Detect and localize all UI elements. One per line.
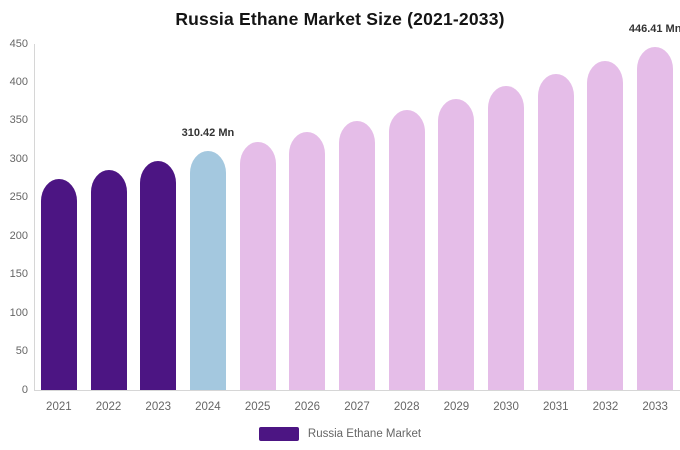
legend-label: Russia Ethane Market	[307, 428, 422, 440]
bar-2028[interactable]	[388, 110, 425, 390]
x-axis-label-2024: 2024	[195, 401, 221, 413]
x-axis-line	[34, 390, 680, 391]
x-axis-label-2025: 2025	[244, 401, 271, 413]
x-axis-label-2026: 2026	[294, 401, 321, 413]
bar-2024[interactable]	[189, 151, 226, 390]
y-axis-label-50: 50	[15, 345, 28, 358]
x-axis-label-2031: 2031	[542, 401, 569, 413]
legend-swatch	[258, 427, 299, 441]
bar-2030[interactable]	[488, 86, 525, 390]
bar-value-label-2024: 310.42 Mn	[181, 127, 235, 140]
y-axis-label-300: 300	[9, 152, 28, 165]
x-axis-label-2033: 2033	[642, 401, 668, 413]
bar-value-label-2033: 446.41 Mn	[628, 22, 680, 35]
x-axis-label-2023: 2023	[145, 401, 172, 413]
x-axis-label-2032: 2032	[592, 401, 619, 413]
bar-2029[interactable]	[438, 98, 475, 390]
y-axis-line	[34, 44, 35, 390]
chart-title: Russia Ethane Market Size (2021-2033)	[175, 9, 505, 29]
y-axis-label-250: 250	[9, 191, 28, 204]
x-axis-label-2021: 2021	[46, 401, 72, 413]
legend[interactable]: Russia Ethane Market	[0, 425, 680, 443]
bar-2031[interactable]	[537, 73, 574, 390]
bar-2032[interactable]	[587, 60, 624, 390]
bar-2026[interactable]	[289, 131, 326, 390]
y-axis-label-100: 100	[9, 306, 28, 319]
bar-2027[interactable]	[339, 120, 375, 390]
y-axis-label-450: 450	[9, 37, 28, 50]
y-axis-label-350: 350	[9, 114, 28, 127]
x-axis-label-2028: 2028	[393, 401, 420, 413]
x-axis-label-2029: 2029	[443, 401, 470, 413]
bar-2022[interactable]	[90, 170, 127, 390]
bar-2025[interactable]	[239, 141, 276, 390]
x-axis-label-2022: 2022	[95, 401, 122, 413]
bar-2023[interactable]	[140, 160, 177, 390]
x-axis-label-2030: 2030	[493, 401, 519, 413]
y-axis-label-200: 200	[9, 229, 28, 242]
y-axis-label-150: 150	[9, 268, 28, 281]
x-axis-label-2027: 2027	[344, 401, 370, 413]
bar-2021[interactable]	[40, 178, 77, 390]
bar-2033[interactable]	[637, 46, 674, 390]
y-axis-label-0: 0	[21, 383, 28, 396]
y-axis-label-400: 400	[9, 75, 28, 88]
